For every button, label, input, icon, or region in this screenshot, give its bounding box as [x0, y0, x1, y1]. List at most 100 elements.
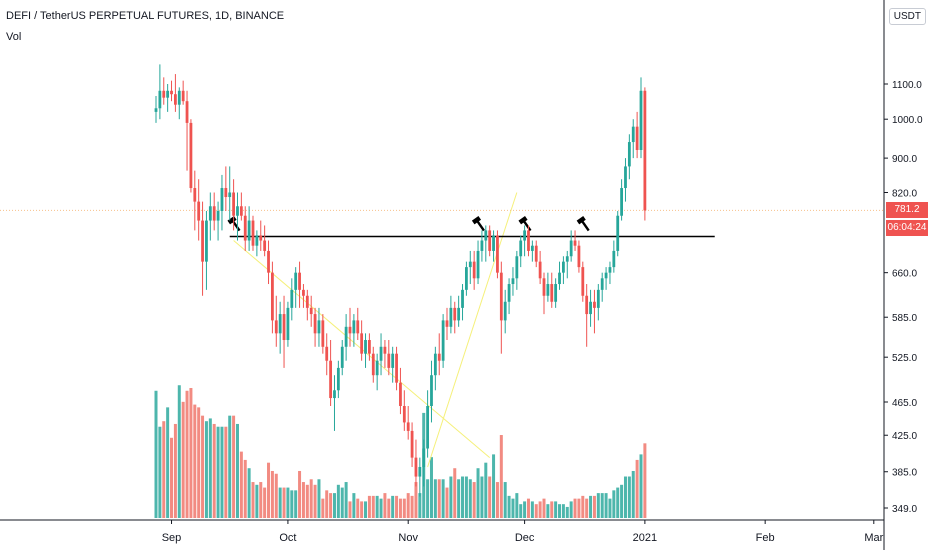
time-tick-label: Dec: [515, 532, 535, 544]
candle-down: [212, 192, 216, 231]
candle-up: [589, 289, 592, 327]
price-tick-label: 900.0: [892, 154, 917, 165]
price-tick-label: 525.0: [892, 353, 917, 364]
candle-up: [278, 301, 282, 354]
candle-up: [565, 250, 569, 279]
candle-up: [391, 346, 395, 383]
volume-bar: [332, 493, 336, 518]
trendline-rising: [427, 192, 518, 468]
candle-up: [375, 353, 379, 391]
volume-bar: [526, 498, 530, 518]
candle-up: [317, 307, 321, 347]
candle-down: [274, 295, 278, 347]
price-tick-label: 1100.0: [892, 80, 922, 91]
candle-down: [445, 307, 449, 341]
volume-bar: [519, 504, 523, 518]
candle-up: [177, 87, 181, 120]
candle-up: [228, 166, 232, 221]
candle-up: [596, 284, 600, 321]
volume-bar: [418, 493, 422, 518]
candle-down: [232, 179, 235, 231]
volume-bar: [259, 482, 263, 518]
volume-bar: [336, 484, 340, 518]
candle-down: [239, 192, 243, 221]
currency-button[interactable]: USDT: [888, 8, 926, 25]
volume-bar: [301, 482, 305, 518]
candle-down: [162, 77, 166, 105]
candle-down: [282, 295, 286, 368]
volume-bar: [437, 479, 441, 518]
volume-bar: [542, 498, 546, 518]
volume-bar: [635, 459, 639, 518]
candle-down: [395, 346, 398, 391]
volume-bar: [468, 479, 472, 518]
candle-down: [550, 272, 554, 308]
volume-bar: [538, 501, 542, 518]
candle-up: [247, 206, 251, 251]
volume-bar: [228, 415, 232, 518]
candle-up: [336, 360, 340, 399]
volume-bar: [639, 454, 643, 518]
volume-bar: [484, 462, 488, 518]
candle-up: [333, 375, 336, 431]
volume-bar: [503, 482, 507, 518]
candle-up: [422, 439, 426, 487]
volume-bar: [278, 487, 282, 518]
volume-bar: [239, 451, 243, 518]
candle-down: [348, 307, 352, 347]
candle-up: [352, 314, 356, 347]
volume-bar: [208, 418, 212, 518]
candle-up: [379, 333, 383, 376]
candle-up: [344, 314, 348, 361]
candle-up: [616, 210, 620, 257]
candle-up: [639, 77, 643, 159]
volume-bar: [511, 498, 515, 518]
volume-bar: [495, 482, 499, 518]
candle-up: [515, 250, 519, 290]
volume-bar: [398, 498, 402, 518]
volume-bars: [154, 385, 647, 518]
volume-bar: [441, 479, 445, 518]
candle-up: [507, 278, 511, 315]
candle-up: [430, 360, 433, 423]
volume-bar: [166, 407, 170, 518]
candle-up: [290, 278, 294, 321]
volume-bar: [201, 415, 205, 518]
volume-bar: [267, 462, 271, 518]
volume-bar: [298, 470, 302, 518]
candle-up: [461, 284, 464, 321]
candle-up: [154, 95, 158, 123]
volume-bar: [247, 468, 251, 518]
candle-up: [620, 179, 623, 221]
volume-bar: [255, 484, 259, 518]
price-tick-label: 349.0: [892, 504, 917, 515]
volume-bar: [577, 498, 581, 518]
volume-bar: [600, 493, 604, 518]
volume-bar: [429, 457, 433, 518]
volume-bar: [453, 468, 457, 518]
candle-up: [236, 192, 239, 241]
candle-down: [496, 230, 499, 279]
candle-up: [441, 314, 445, 368]
volume-bar: [472, 482, 476, 518]
candle-up: [468, 250, 472, 285]
volume-bar: [499, 435, 503, 518]
candle-down: [189, 119, 193, 193]
volume-bar: [492, 454, 496, 518]
candle-down: [181, 80, 185, 105]
volume-bar: [286, 487, 290, 518]
volume-bar: [263, 487, 267, 518]
volume-bar: [620, 484, 624, 518]
candle-up: [519, 235, 523, 268]
volume-bar: [643, 443, 647, 518]
volume-bar: [274, 473, 278, 518]
candle-down: [402, 390, 406, 431]
candle-down: [263, 225, 267, 257]
candle-down: [325, 333, 329, 376]
volume-bar: [391, 495, 395, 518]
candle-down: [271, 261, 274, 334]
volume-bar: [204, 421, 208, 518]
volume-bar: [449, 476, 453, 518]
candle-up: [600, 272, 604, 302]
